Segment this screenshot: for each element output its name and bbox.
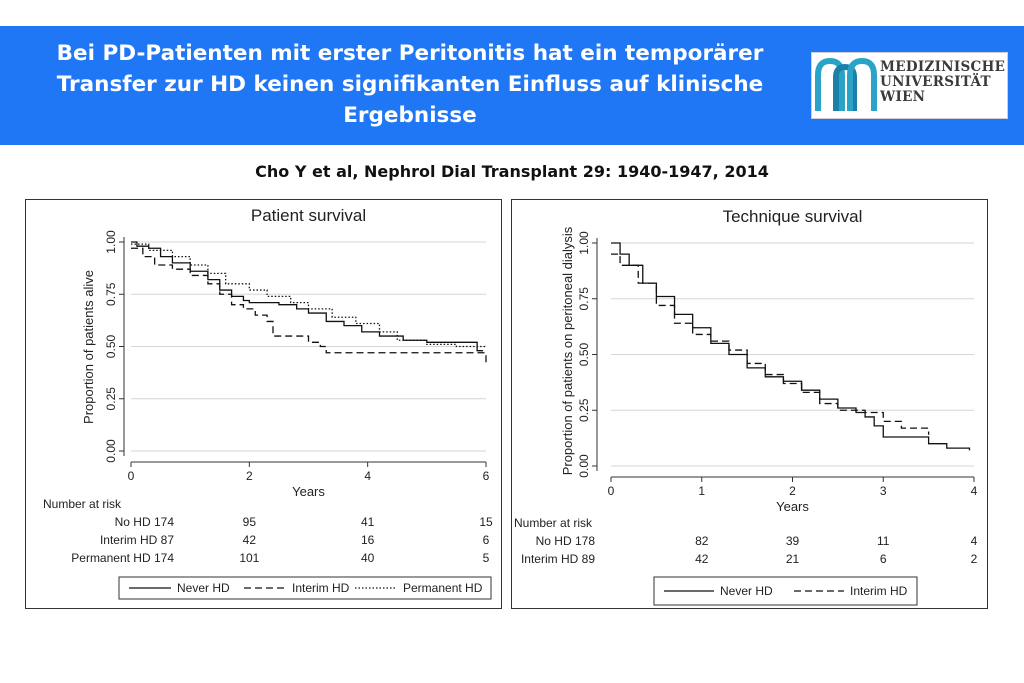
risk-row-label: No HD 178 [536,534,596,548]
patient-survival-panel: Patient survival 0.00 0.25 0.50 0.75 1.00 0 2 4 6… [25,199,502,609]
legend-label: Interim HD [292,581,350,595]
x-tick-label: 2 [246,469,253,483]
logo-line-3: WIEN [880,89,926,105]
chart-title: Patient survival [251,206,366,225]
series-line-interim-hd [131,247,487,364]
y-tick-label: 0.25 [104,387,118,411]
risk-row-label: Interim HD 89 [521,552,595,566]
y-tick-label: 1.00 [104,230,118,254]
technique-survival-panel: Technique survival 0.00 0.25 0.50 0.75 1.00 0 1… [511,199,988,609]
risk-table-title: Number at risk [43,497,122,511]
series-line-interim-hd [611,253,930,435]
risk-row-label: No HD 174 [115,515,175,529]
risk-row-value: 11 [877,534,890,548]
legend-label: Interim HD [850,584,908,598]
legend-label: Never HD [177,581,230,595]
citation: Cho Y et al, Nephrol Dial Transplant 29:… [255,162,769,181]
risk-row-value: 40 [361,551,375,565]
logo-line-2: UNIVERSITÄT [880,74,991,90]
x-tick-label: 2 [789,484,796,498]
risk-row-value: 21 [786,552,800,566]
x-tick-label: 4 [971,484,978,498]
risk-row-value: 6 [880,552,887,566]
patient-survival-chart: Patient survival 0.00 0.25 0.50 0.75 1.00 0 2 4 6… [43,206,493,600]
x-axis-label: Years [776,499,809,514]
y-tick-label: 0.50 [104,334,118,358]
y-tick-label: 0.50 [577,342,591,366]
y-axis-label: Proportion of patients on peritoneal dia… [560,226,575,475]
legend-box [118,576,492,600]
x-tick-label: 3 [880,484,887,498]
header-bar: Bei PD-Patienten mit erster Peritonitis … [0,26,1024,145]
risk-table-title: Number at risk [514,516,593,530]
logo-line-1: MEDIZINISCHE [880,59,1006,75]
y-axis-label: Proportion of patients alive [81,270,96,424]
risk-row-value: 16 [361,533,375,547]
risk-row-label: Permanent HD 174 [71,551,174,565]
x-tick-label: 6 [483,469,490,483]
risk-row-value: 42 [695,552,709,566]
y-tick-label: 0.00 [104,439,118,463]
risk-row-value: 82 [695,534,709,548]
risk-row-value: 39 [786,534,800,548]
technique-survival-chart: Technique survival 0.00 0.25 0.50 0.75 1.00 0 1… [514,207,978,606]
risk-row-value: 6 [483,533,490,547]
risk-row-value: 101 [239,551,259,565]
y-tick-label: 0.00 [577,454,591,478]
risk-row-value: 95 [243,515,257,529]
university-logo: MEDIZINISCHE UNIVERSITÄT WIEN [811,52,1008,119]
series-line-never-hd [611,242,971,451]
legend-label: Permanent HD [403,581,483,595]
x-tick-label: 0 [128,469,135,483]
x-axis-label: Years [292,484,325,499]
logo-mark-icon [815,57,877,111]
y-tick-label: 0.75 [104,282,118,306]
x-tick-label: 1 [698,484,705,498]
series-line-permanent-hd [131,243,486,348]
series-line-never-hd [131,241,484,352]
x-tick-label: 4 [364,469,371,483]
x-tick-label: 0 [608,484,615,498]
risk-row-value: 42 [243,533,257,547]
risk-row-value: 41 [361,515,375,529]
logo-text: MEDIZINISCHE UNIVERSITÄT WIEN [880,60,1005,105]
y-tick-label: 1.00 [577,231,591,255]
risk-row-label: Interim HD 87 [100,533,174,547]
risk-row-value: 4 [971,534,978,548]
risk-row-value: 15 [479,515,493,529]
legend-label: Never HD [720,584,773,598]
y-tick-label: 0.75 [577,287,591,311]
risk-row-value: 5 [483,551,490,565]
y-tick-label: 0.25 [577,398,591,422]
chart-title: Technique survival [723,207,863,226]
slide-title: Bei PD-Patienten mit erster Peritonitis … [56,41,764,128]
risk-row-value: 2 [971,552,978,566]
